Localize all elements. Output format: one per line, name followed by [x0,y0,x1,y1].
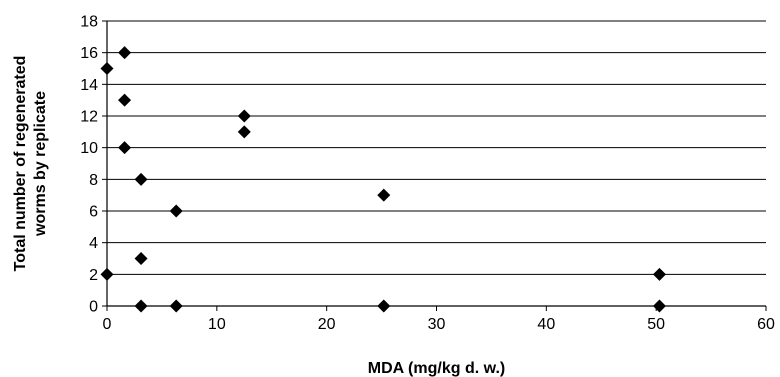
x-tick-label-20: 20 [318,316,336,333]
data-point [169,299,183,313]
y-tick-label-0: 0 [89,299,98,316]
y-tick-labels: 0 2 4 6 8 10 12 14 16 18 [80,14,98,316]
y-axis-title-line-2: worms by replicate [32,91,49,237]
data-point [134,299,148,313]
data-point [100,62,114,75]
y-axis-title: Total number of regenerated worms by rep… [12,56,49,272]
data-point [652,299,666,313]
y-axis-title-line-1: Total number of regenerated [12,56,29,272]
x-tick-label-50: 50 [647,316,665,333]
x-tick-label-40: 40 [537,316,555,333]
data-point [100,267,114,281]
y-tick-label-2: 2 [89,267,98,284]
y-tick-label-16: 16 [80,45,98,62]
data-point [652,267,666,281]
data-point [118,141,132,155]
y-tick-label-6: 6 [89,204,98,221]
data-points [100,46,666,313]
x-tick-label-60: 60 [757,316,775,333]
data-point [169,204,183,218]
data-point [377,299,391,313]
data-point [134,252,148,265]
data-point [377,188,391,202]
x-axis-title: MDA (mg/kg d. w.) [368,360,505,377]
x-tick-labels: 0 10 20 30 40 50 60 [103,316,775,333]
y-tick-label-8: 8 [89,172,98,189]
data-point [118,93,132,107]
data-point [134,172,148,186]
y-tick-label-10: 10 [80,140,98,157]
x-tick-label-10: 10 [208,316,226,333]
axes [102,20,767,311]
x-tick-label-30: 30 [428,316,446,333]
x-tick-label-0: 0 [103,316,112,333]
data-point [237,109,251,123]
y-tick-label-12: 12 [80,109,98,126]
y-tick-label-18: 18 [80,14,98,31]
data-point [118,46,132,60]
data-point [237,125,251,139]
y-tick-label-14: 14 [80,77,98,94]
horizontal-gridlines [107,20,766,275]
y-tick-label-4: 4 [89,235,98,252]
